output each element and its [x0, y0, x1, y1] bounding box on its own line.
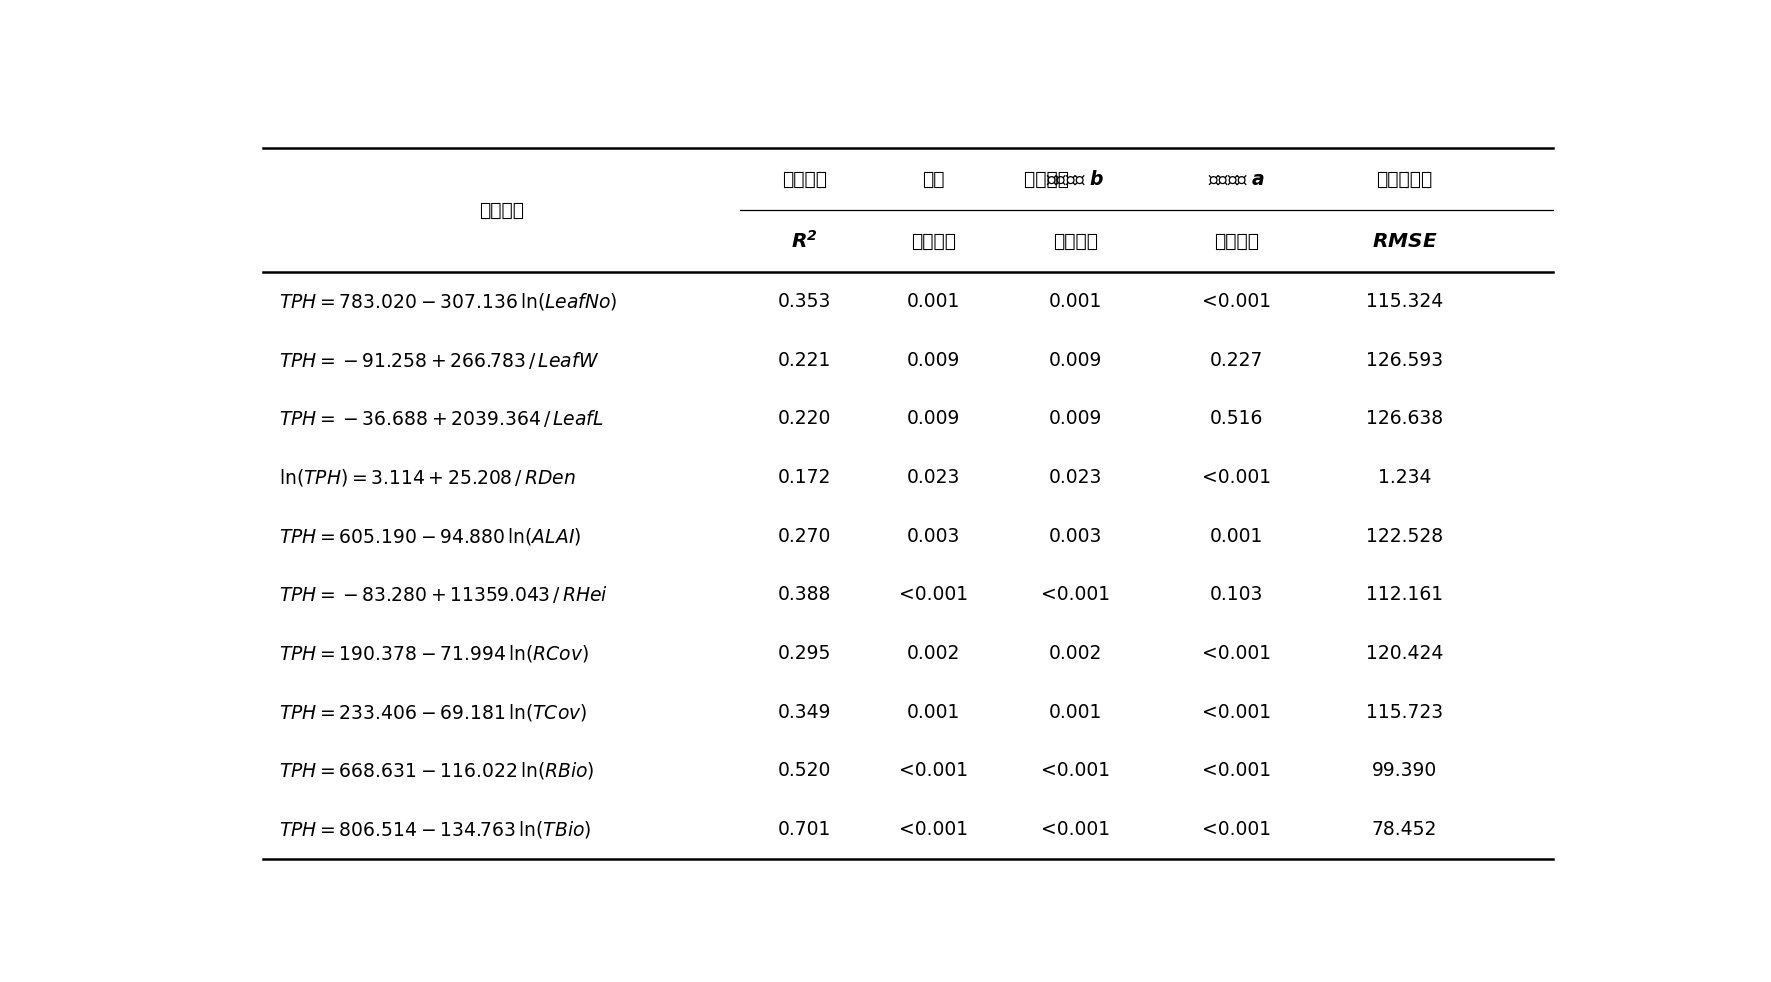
- Text: 回归系数 $\bfit{b}$: 回归系数 $\bfit{b}$: [1047, 170, 1105, 189]
- Text: <0.001: <0.001: [900, 820, 969, 839]
- Text: 0.009: 0.009: [1048, 409, 1102, 428]
- Text: 115.723: 115.723: [1365, 703, 1443, 722]
- Text: 0.003: 0.003: [1048, 526, 1102, 546]
- Text: <0.001: <0.001: [900, 761, 969, 781]
- Text: $\it{TPH}$$=190.378-71.994\,\mathrm{ln}($$\it{RCov}$$)$: $\it{TPH}$$=190.378-71.994\,\mathrm{ln}(…: [280, 643, 588, 664]
- Text: 0.001: 0.001: [907, 292, 960, 311]
- Text: 115.324: 115.324: [1365, 292, 1443, 311]
- Text: 0.009: 0.009: [1048, 351, 1102, 369]
- Text: 预测模型: 预测模型: [478, 200, 524, 220]
- Text: 122.528: 122.528: [1365, 526, 1443, 546]
- Text: $\bfit{RMSE}$: $\bfit{RMSE}$: [1371, 232, 1436, 250]
- Text: $\bfit{R}^{\bfit{2}}$: $\bfit{R}^{\bfit{2}}$: [792, 230, 818, 252]
- Text: 0.516: 0.516: [1210, 409, 1263, 428]
- Text: 0.002: 0.002: [907, 644, 960, 663]
- Text: 0.002: 0.002: [1048, 644, 1102, 663]
- Text: 1.234: 1.234: [1378, 468, 1431, 487]
- Text: 0.221: 0.221: [777, 351, 831, 369]
- Text: <0.001: <0.001: [900, 585, 969, 604]
- Text: <0.001: <0.001: [1203, 703, 1272, 722]
- Text: 0.001: 0.001: [907, 703, 960, 722]
- Text: 126.638: 126.638: [1365, 409, 1443, 428]
- Text: 112.161: 112.161: [1365, 585, 1443, 604]
- Text: 0.270: 0.270: [777, 526, 831, 546]
- Text: $\it{TPH}$$= 783.020-307.136\,\mathrm{ln}($$\it{LeafNo}$$)$: $\it{TPH}$$= 783.020-307.136\,\mathrm{ln…: [280, 291, 618, 312]
- Text: <0.001: <0.001: [1041, 585, 1110, 604]
- Text: <0.001: <0.001: [1041, 761, 1110, 781]
- Text: 0.023: 0.023: [907, 468, 960, 487]
- Text: <0.001: <0.001: [1041, 820, 1110, 839]
- Text: 0.172: 0.172: [777, 468, 831, 487]
- Text: $\it{TPH}$$=-91.258+266.783\,/\,$$\it{LeafW}$: $\it{TPH}$$=-91.258+266.783\,/\,$$\it{Le…: [280, 350, 599, 370]
- Text: 0.009: 0.009: [907, 409, 960, 428]
- Text: 相关指数: 相关指数: [783, 170, 827, 189]
- Text: 均方根误差: 均方根误差: [1376, 170, 1433, 189]
- Text: 126.593: 126.593: [1365, 351, 1443, 369]
- Text: 0.003: 0.003: [907, 526, 960, 546]
- Text: 0.001: 0.001: [1210, 526, 1263, 546]
- Text: $\it{TPH}$$=-83.280+11359.043\,/\,$$\it{RHei}$: $\it{TPH}$$=-83.280+11359.043\,/\,$$\it{…: [280, 584, 607, 605]
- Text: $\it{TPH}$$=668.631-116.022\,\mathrm{ln}($$\it{RBio}$$)$: $\it{TPH}$$=668.631-116.022\,\mathrm{ln}…: [280, 760, 595, 782]
- Text: 0.227: 0.227: [1210, 351, 1263, 369]
- Text: 120.424: 120.424: [1365, 644, 1443, 663]
- Text: $\it{TPH}$$=806.514-134.763\,\mathrm{ln}($$\it{TBio}$$)$: $\it{TPH}$$=806.514-134.763\,\mathrm{ln}…: [280, 819, 592, 840]
- Text: 0.353: 0.353: [777, 292, 831, 311]
- Text: $\it{TPH}$$=233.406-69.181\,\mathrm{ln}($$\it{TCov}$$)$: $\it{TPH}$$=233.406-69.181\,\mathrm{ln}(…: [280, 702, 588, 723]
- Text: <0.001: <0.001: [1203, 820, 1272, 839]
- Text: 0.520: 0.520: [777, 761, 831, 781]
- Text: 0.349: 0.349: [777, 703, 831, 722]
- Text: <0.001: <0.001: [1203, 292, 1272, 311]
- Text: 回归截距 $\bfit{a}$: 回归截距 $\bfit{a}$: [1208, 170, 1264, 189]
- Text: <0.001: <0.001: [1203, 644, 1272, 663]
- Text: 显著水平: 显著水平: [1054, 232, 1098, 250]
- Text: 0.023: 0.023: [1048, 468, 1102, 487]
- Text: $\mathrm{ln}($$\it{TPH}$$)=3.114+25.208\,/\,$$\it{RDen}$: $\mathrm{ln}($$\it{TPH}$$)=3.114+25.208\…: [280, 467, 576, 488]
- Text: 0.220: 0.220: [777, 409, 831, 428]
- Text: 回归系数: 回归系数: [1024, 170, 1075, 189]
- Text: 模型: 模型: [923, 170, 944, 189]
- Text: $\it{TPH}$$=-36.688+2039.364\,/\,$$\it{LeafL}$: $\it{TPH}$$=-36.688+2039.364\,/\,$$\it{L…: [280, 409, 604, 429]
- Text: 78.452: 78.452: [1373, 820, 1436, 839]
- Text: 0.001: 0.001: [1048, 292, 1102, 311]
- Text: 0.295: 0.295: [777, 644, 831, 663]
- Text: <0.001: <0.001: [1203, 468, 1272, 487]
- Text: 0.701: 0.701: [777, 820, 831, 839]
- Text: 显著水平: 显著水平: [910, 232, 956, 250]
- Text: 0.103: 0.103: [1210, 585, 1263, 604]
- Text: 0.009: 0.009: [907, 351, 960, 369]
- Text: 99.390: 99.390: [1373, 761, 1436, 781]
- Text: 0.001: 0.001: [1048, 703, 1102, 722]
- Text: 显著水平: 显著水平: [1215, 232, 1259, 250]
- Text: <0.001: <0.001: [1203, 761, 1272, 781]
- Text: 0.388: 0.388: [777, 585, 831, 604]
- Text: $\it{TPH}$$=605.190-94.880\,\mathrm{ln}($$\it{ALAI}$$)$: $\it{TPH}$$=605.190-94.880\,\mathrm{ln}(…: [280, 525, 581, 547]
